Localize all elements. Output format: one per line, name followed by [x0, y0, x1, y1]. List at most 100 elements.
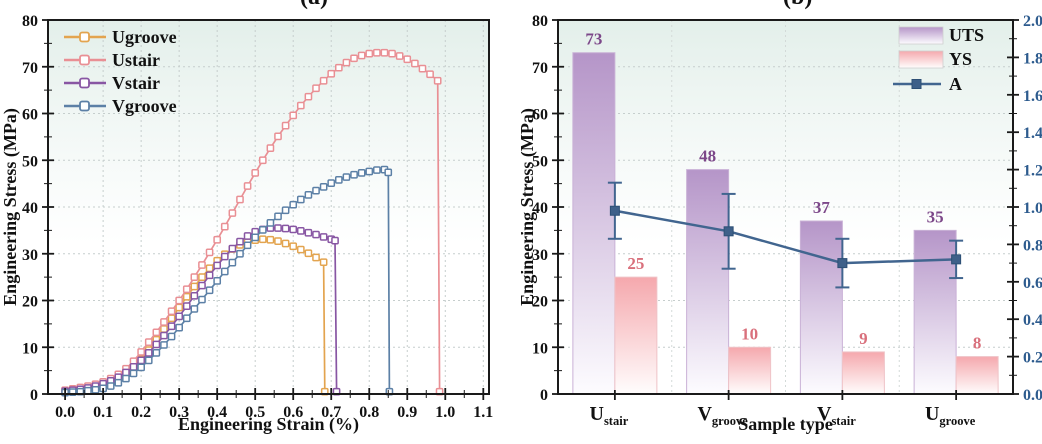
y-tick-label: 30 — [22, 247, 38, 264]
data-marker — [266, 144, 275, 152]
legend-item-vstair: Vstair — [64, 73, 160, 93]
series-a-line — [614, 209, 957, 265]
data-marker — [167, 322, 176, 331]
x-tick-label: 0.5 — [245, 404, 265, 421]
legend-item-a: A — [893, 74, 962, 94]
data-marker — [144, 349, 153, 357]
legend-swatch — [898, 50, 944, 69]
left-tick-label: 50 — [532, 153, 548, 170]
legend-label: Vgroove — [112, 96, 177, 116]
data-marker — [327, 179, 336, 188]
bar-value-ys: 10 — [741, 324, 758, 343]
legend-label: Ugroove — [112, 27, 177, 47]
data-marker — [144, 356, 153, 365]
data-marker — [334, 63, 343, 72]
series-a-marker — [837, 258, 848, 269]
legend-item-ustair: Ustair — [64, 50, 160, 70]
data-marker — [152, 328, 161, 337]
data-marker — [220, 252, 229, 261]
data-marker — [175, 303, 184, 312]
data-marker — [281, 206, 290, 215]
category-label: Ustair — [589, 403, 628, 428]
data-marker — [296, 245, 305, 254]
axis-ticks — [42, 19, 485, 400]
data-marker — [372, 48, 381, 57]
data-marker — [357, 169, 366, 177]
data-marker — [236, 249, 244, 258]
data-marker — [137, 363, 145, 372]
data-marker — [296, 226, 305, 235]
data-marker — [236, 195, 244, 204]
data-marker — [331, 236, 339, 245]
data-marker — [274, 224, 282, 232]
data-marker — [175, 312, 184, 321]
x-axis-label: Engineering Strain (%) — [178, 414, 359, 435]
bar-ys-0 — [614, 276, 658, 395]
data-marker — [190, 282, 199, 291]
data-marker — [319, 258, 328, 267]
data-marker — [296, 101, 305, 110]
data-marker — [251, 169, 260, 177]
y-tick-label: 60 — [22, 107, 38, 124]
legend-label: Vstair — [112, 73, 160, 93]
x-tick-label: 0.1 — [93, 404, 113, 421]
data-marker — [304, 228, 313, 237]
x-tick-label: 1.1 — [473, 404, 493, 421]
data-marker — [319, 76, 328, 85]
bar-ys-3 — [955, 356, 999, 395]
legend-item-vgroove: Vgroove — [64, 96, 177, 116]
data-marker — [350, 170, 358, 179]
panel-b-title: (b) — [783, 0, 812, 11]
data-marker — [312, 186, 320, 195]
bar-ys-1 — [728, 346, 772, 395]
legend-marker — [79, 54, 90, 66]
y-tick-label: 10 — [22, 340, 38, 357]
right-tick-label: 1.6 — [1023, 88, 1042, 105]
data-marker — [213, 277, 222, 285]
left-tick-label: 60 — [532, 107, 548, 124]
data-marker — [372, 166, 381, 174]
gridlines — [48, 20, 489, 394]
data-marker — [395, 52, 404, 60]
bar-value-uts: 48 — [699, 147, 716, 166]
data-marker — [198, 295, 206, 304]
bar-uts-3 — [913, 229, 957, 395]
bar-uts-1 — [686, 169, 730, 395]
data-marker — [274, 132, 282, 141]
y-tick-label: 70 — [22, 60, 38, 77]
legend-marker — [911, 79, 922, 89]
data-marker — [122, 374, 130, 383]
data-marker — [213, 235, 222, 244]
x-tick-label: 0.2 — [131, 404, 151, 421]
axis-ticks — [552, 19, 1019, 400]
data-marker — [182, 285, 191, 294]
data-marker — [152, 340, 161, 349]
data-marker — [289, 111, 298, 120]
data-marker — [160, 331, 168, 340]
data-marker — [167, 307, 176, 316]
left-tick-label: 70 — [532, 60, 548, 77]
data-marker — [182, 292, 191, 301]
bar-ys-2 — [841, 351, 885, 395]
data-marker — [129, 369, 138, 378]
data-marker — [243, 182, 252, 190]
bar-value-uts: 73 — [585, 30, 602, 49]
data-marker — [281, 224, 290, 233]
data-marker — [433, 76, 442, 85]
data-marker — [266, 219, 275, 227]
right-tick-label: 0.4 — [1023, 312, 1042, 329]
stress-strain-line-chart: 0.0 0.1 0.2 0.3 0.4 0.5 0.6 0.7 0.8 0.9 1.0 1.1 0 10 2… — [0, 13, 493, 435]
legend-marker — [79, 77, 90, 89]
legend-marker — [79, 100, 90, 112]
data-marker — [357, 51, 366, 60]
y-tick-label: 40 — [22, 200, 38, 217]
right-tick-label: 0.8 — [1023, 237, 1042, 254]
legend-swatch — [898, 26, 944, 45]
data-marker — [274, 237, 282, 245]
left-tick-label: 80 — [532, 13, 548, 30]
x-tick-label: 0.7 — [321, 404, 341, 421]
data-marker — [418, 64, 427, 73]
data-marker — [327, 69, 336, 78]
data-marker — [312, 84, 320, 93]
data-marker — [137, 356, 145, 365]
